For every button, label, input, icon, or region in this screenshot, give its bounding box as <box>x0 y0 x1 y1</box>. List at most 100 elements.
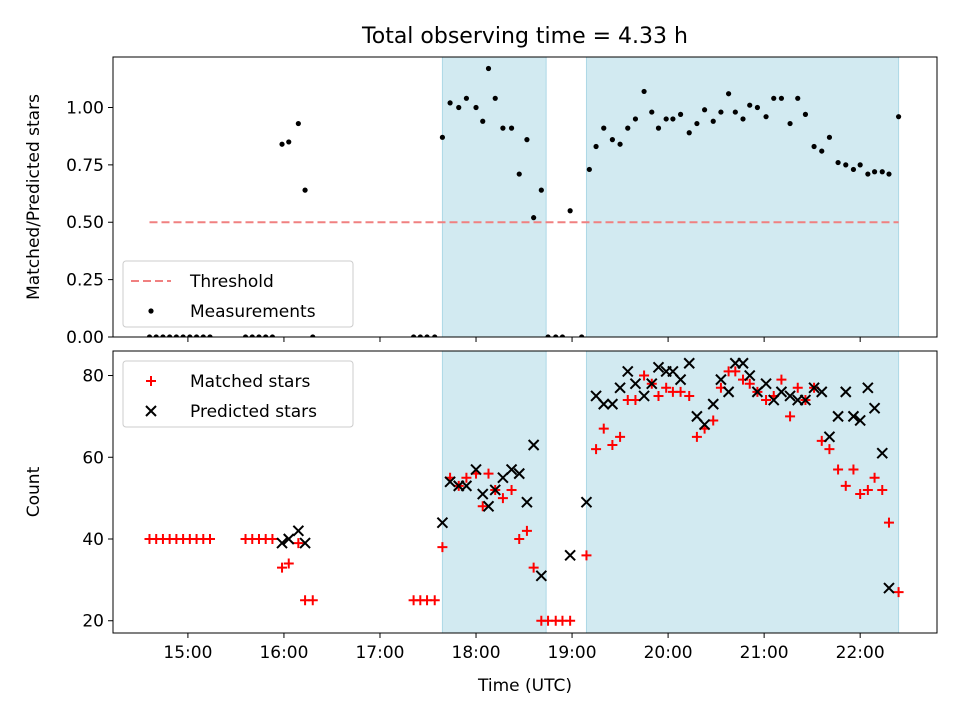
predicted-stars-point <box>737 357 749 369</box>
predicted-stars-point <box>816 386 828 398</box>
legend-box <box>122 260 354 328</box>
matched-stars-point <box>283 558 294 569</box>
x-axis-label: Time (UTC) <box>477 676 572 696</box>
matched-stars-point <box>607 440 618 450</box>
matched-stars-point <box>591 444 602 455</box>
measurement-point <box>242 334 249 337</box>
measurement-point <box>701 107 708 113</box>
measurement-point <box>850 166 857 173</box>
measurement-point <box>269 334 276 337</box>
y-tick-label: 0.50 <box>66 213 104 233</box>
predicted-stars-point <box>707 398 719 410</box>
predicted-stars-point <box>276 537 288 549</box>
measurement-point <box>200 334 206 337</box>
measurement-point <box>663 116 669 122</box>
measurement-point <box>857 162 863 168</box>
measurement-point <box>153 334 159 337</box>
matched-stars-point <box>840 480 851 491</box>
measurement-point <box>617 141 623 147</box>
legend-bottom: Matched stars Predicted stars <box>122 360 354 428</box>
measurement-point <box>187 334 193 337</box>
measurement-point <box>795 95 801 101</box>
matched-stars-point <box>833 464 844 475</box>
predicted-stars-point <box>722 386 735 398</box>
x-tick-label: 18:00 <box>452 643 501 663</box>
predicted-stars-point <box>638 390 650 402</box>
x-tick-label: 17:00 <box>355 643 404 663</box>
predicted-stars-point <box>775 386 788 398</box>
predicted-stars-point <box>299 537 311 549</box>
predicted-stars-point <box>808 382 820 394</box>
predicted-stars-point <box>823 431 836 443</box>
measurement-point <box>207 334 213 337</box>
measurement-point <box>417 334 423 337</box>
measurement-point <box>473 104 479 111</box>
legend-label: Threshold <box>189 272 274 292</box>
measurement-point <box>670 116 676 122</box>
predicted-stars-point <box>564 549 576 562</box>
predicted-stars-point <box>751 386 764 398</box>
measurement-point <box>718 109 724 115</box>
measurement-point <box>694 120 700 127</box>
matched-stars-point <box>461 472 472 483</box>
predicted-stars-point <box>744 369 756 382</box>
y-tick-label: 1.00 <box>66 98 104 118</box>
measurement-point <box>180 334 186 337</box>
shaded-interval-top-1 <box>585 56 900 338</box>
predicted-stars-point <box>854 414 866 427</box>
measurement-point <box>843 162 849 168</box>
measurement-point <box>771 95 777 101</box>
matched-stars-point <box>437 542 448 553</box>
axes-frame-bottom <box>112 350 938 634</box>
predicted-stars-point <box>580 496 593 508</box>
measurement-point <box>649 109 655 115</box>
predicted-stars-point <box>760 377 772 390</box>
legend-predicted-swatch <box>145 405 157 417</box>
predicted-stars-point <box>862 382 874 394</box>
y-tick-label: 40 <box>82 530 104 550</box>
predicted-stars-point <box>674 373 687 386</box>
predicted-stars-point <box>513 467 525 480</box>
measurement-point <box>439 134 446 140</box>
measurement-point <box>802 111 809 117</box>
measurement-point <box>545 334 551 337</box>
measurement-point <box>193 334 200 337</box>
predicted-stars-point <box>505 463 518 476</box>
predicted-stars-point <box>652 361 665 374</box>
axes-frame-top <box>112 56 938 338</box>
matched-stars-point <box>497 493 508 504</box>
shaded-interval-bottom-1 <box>585 350 900 634</box>
predicted-stars-point <box>622 365 634 378</box>
measurement-point <box>632 116 639 122</box>
measurement-point <box>456 104 462 111</box>
y-tick-label: 60 <box>82 448 104 468</box>
matched-stars-point <box>307 595 318 606</box>
legend-label: Measurements <box>190 302 316 322</box>
measurement-point <box>256 334 262 337</box>
measurement-point <box>249 334 255 337</box>
x-tick-label: 19:00 <box>548 643 597 663</box>
measurement-point <box>710 118 716 124</box>
predicted-stars-point <box>444 476 456 488</box>
predicted-stars-point <box>292 525 305 537</box>
matched-stars-point <box>691 431 702 442</box>
plot-area-top <box>146 65 902 337</box>
measurement-point <box>609 137 615 143</box>
predicted-stars-point <box>683 357 695 369</box>
legend-label: Predicted stars <box>190 402 317 422</box>
matched-stars-point <box>581 550 592 561</box>
measurement-point <box>447 100 453 106</box>
matched-stars-point <box>661 382 672 393</box>
measurement-point <box>865 171 871 177</box>
measurement-point <box>655 125 662 131</box>
predicted-stars-point <box>497 471 509 484</box>
measurement-point <box>500 125 506 131</box>
measurement-point <box>754 104 761 111</box>
predicted-stars-point <box>521 496 533 508</box>
measurement-point <box>508 125 515 131</box>
matched-stars-point <box>877 484 888 495</box>
matched-stars-point <box>862 484 873 495</box>
y-axis-label: Count <box>24 466 44 517</box>
measurement-point <box>559 334 566 337</box>
